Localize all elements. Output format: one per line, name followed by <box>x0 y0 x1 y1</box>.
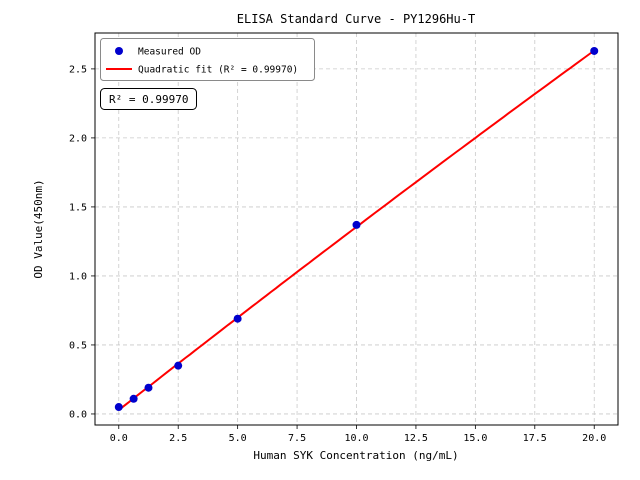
legend-frame <box>100 38 315 81</box>
legend-label-measured-od: Measured OD <box>138 47 201 58</box>
x-tick-label: 12.5 <box>404 433 428 444</box>
y-axis-label: OD Value(450nm) <box>32 179 45 278</box>
data-point <box>174 361 183 370</box>
y-tick-label: 0.0 <box>69 409 87 420</box>
x-tick-label: 10.0 <box>344 433 368 444</box>
x-tick-label: 5.0 <box>229 433 247 444</box>
y-tick-label: 0.5 <box>69 340 87 351</box>
x-tick-label: 7.5 <box>288 433 306 444</box>
x-axis-label: Human SYK Concentration (ng/mL) <box>253 449 458 462</box>
y-tick-label: 1.0 <box>69 271 87 282</box>
data-point <box>233 314 242 323</box>
data-point <box>590 46 599 55</box>
legend-label-quadratic-fit: Quadratic fit (R² = 0.99970) <box>138 65 298 76</box>
x-tick-label: 17.5 <box>523 433 547 444</box>
y-tick-label: 2.0 <box>69 133 87 144</box>
r-squared-annotation: R² = 0.99970 <box>100 88 197 110</box>
y-tick-label: 2.5 <box>69 64 87 75</box>
x-tick-label: 2.5 <box>169 433 187 444</box>
y-axis: 0.0 0.5 1.0 1.5 2.0 2.5 <box>69 64 95 420</box>
annotation-value: R² = 0.99970 <box>109 93 188 106</box>
data-point <box>129 394 138 403</box>
data-point <box>114 403 123 412</box>
x-axis: 0.0 2.5 5.0 7.5 10.0 12.5 15.0 17.5 20.0 <box>110 425 606 444</box>
measured-od-points <box>114 46 599 412</box>
legend-marker-dot-icon <box>115 47 123 55</box>
x-tick-label: 15.0 <box>463 433 487 444</box>
chart-title: ELISA Standard Curve - PY1296Hu-T <box>237 12 475 26</box>
x-tick-label: 20.0 <box>582 433 606 444</box>
legend: Measured OD Quadratic fit (R² = 0.99970) <box>100 38 315 81</box>
data-point <box>352 220 361 229</box>
x-tick-label: 0.0 <box>110 433 128 444</box>
annotation-frame <box>100 88 197 110</box>
data-point <box>144 383 153 392</box>
y-tick-label: 1.5 <box>69 202 87 213</box>
